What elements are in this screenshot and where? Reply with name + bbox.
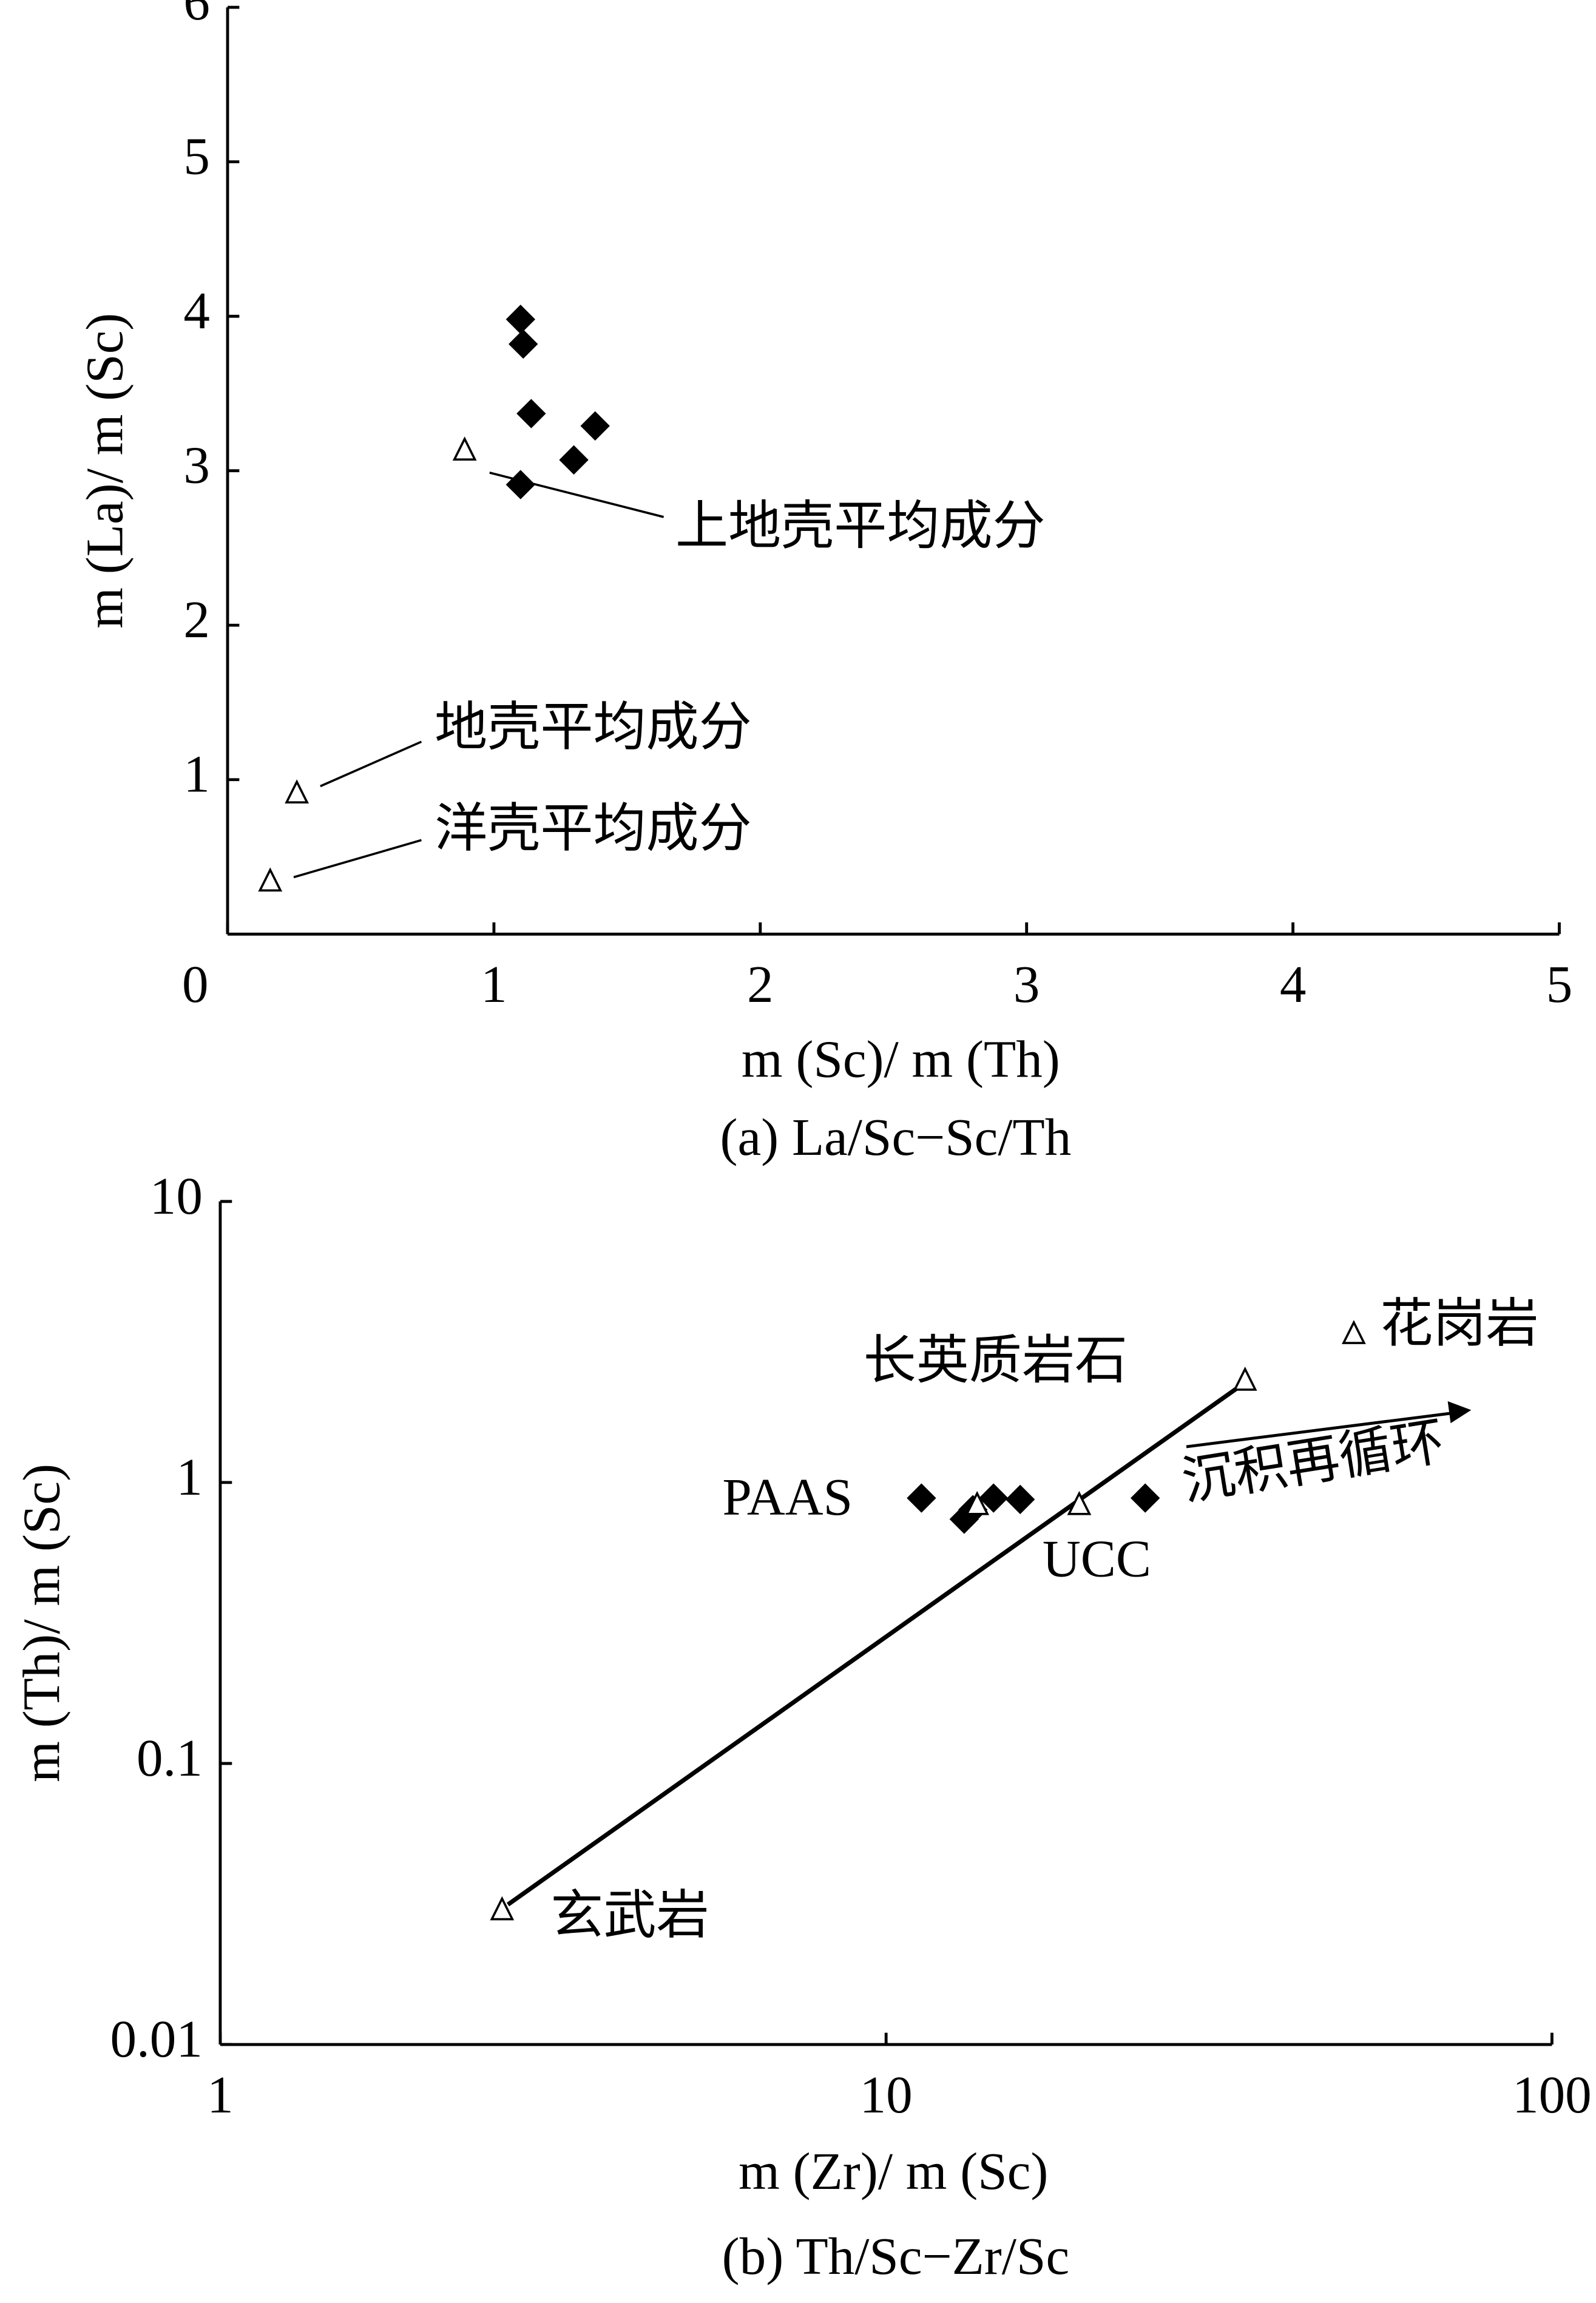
y-tick-label: 1 [183,745,210,803]
diamond-point [509,329,538,359]
y-tick-label: 2 [183,590,210,649]
y-tick-label: 3 [183,436,210,495]
leader-line [293,839,422,879]
diamond-point [580,411,610,441]
y-axis-label: m (La)/ m (Sc) [75,313,134,629]
diamond-point [907,1483,936,1513]
x-tick-label: 5 [1546,955,1573,1013]
trend-label: 沉积再循环 [1178,1412,1448,1511]
triangle-point [1342,1320,1366,1344]
y-tick-label: 6 [183,0,210,31]
caption: (b) Th/Sc−Zr/Sc [722,2227,1069,2285]
point-label: UCC [1043,1529,1151,1588]
diamond-point [506,470,536,499]
x-tick-label: 100 [1512,2065,1592,2124]
y-tick-label: 0.1 [137,1728,203,1787]
point-label: 玄武岩 [550,1886,709,1945]
diamond-point [1005,1484,1035,1515]
point-label: 花岗岩 [1380,1294,1538,1353]
x-tick-label: 1 [207,2065,234,2124]
caption: (a) La/Sc−Sc/Th [720,1108,1072,1166]
y-tick-label: 10 [150,1166,203,1225]
triangle-point [258,867,283,892]
x-axis-label: m (Sc)/ m (Th) [742,1030,1060,1089]
y-tick-label: 0.01 [110,2009,202,2068]
point-label: PAAS [722,1467,853,1526]
point-label: 长英质岩石 [864,1331,1128,1390]
y-tick-label: 5 [183,127,210,186]
x-tick-label: 3 [1013,955,1040,1013]
diamond-point [516,399,546,428]
arrow-head [1447,1401,1472,1424]
y-axis-label: m (Th)/ m (Sc) [12,1464,70,1782]
triangle-point [1067,1490,1092,1515]
triangle-point [1233,1366,1257,1391]
x-tick-label: 1 [481,955,507,1013]
triangle-point [965,1490,990,1515]
triangle-point [490,1896,515,1921]
diamond-point [506,305,536,334]
point-label: 地壳平均成分 [435,698,752,757]
leader-line [320,740,422,788]
x-tick-label: 4 [1280,955,1307,1013]
point-label: 洋壳平均成分 [435,799,752,858]
x-tick-label: 0 [182,955,209,1013]
diamond-point [1130,1483,1160,1513]
diamond-point [979,1483,1009,1513]
trend-arrow [1186,1411,1454,1449]
diamond-point [559,445,589,475]
triangle-point [285,779,309,804]
leader-line [489,472,664,518]
x-axis-label: m (Zr)/ m (Sc) [739,2142,1048,2200]
x-tick-label: 10 [860,2065,913,2124]
y-tick-label: 1 [176,1447,203,1506]
trend-line [506,1385,1241,1907]
triangle-point [452,436,477,461]
point-label: 上地壳平均成分 [675,496,1046,555]
y-tick-label: 4 [183,281,210,340]
x-tick-label: 2 [747,955,774,1013]
